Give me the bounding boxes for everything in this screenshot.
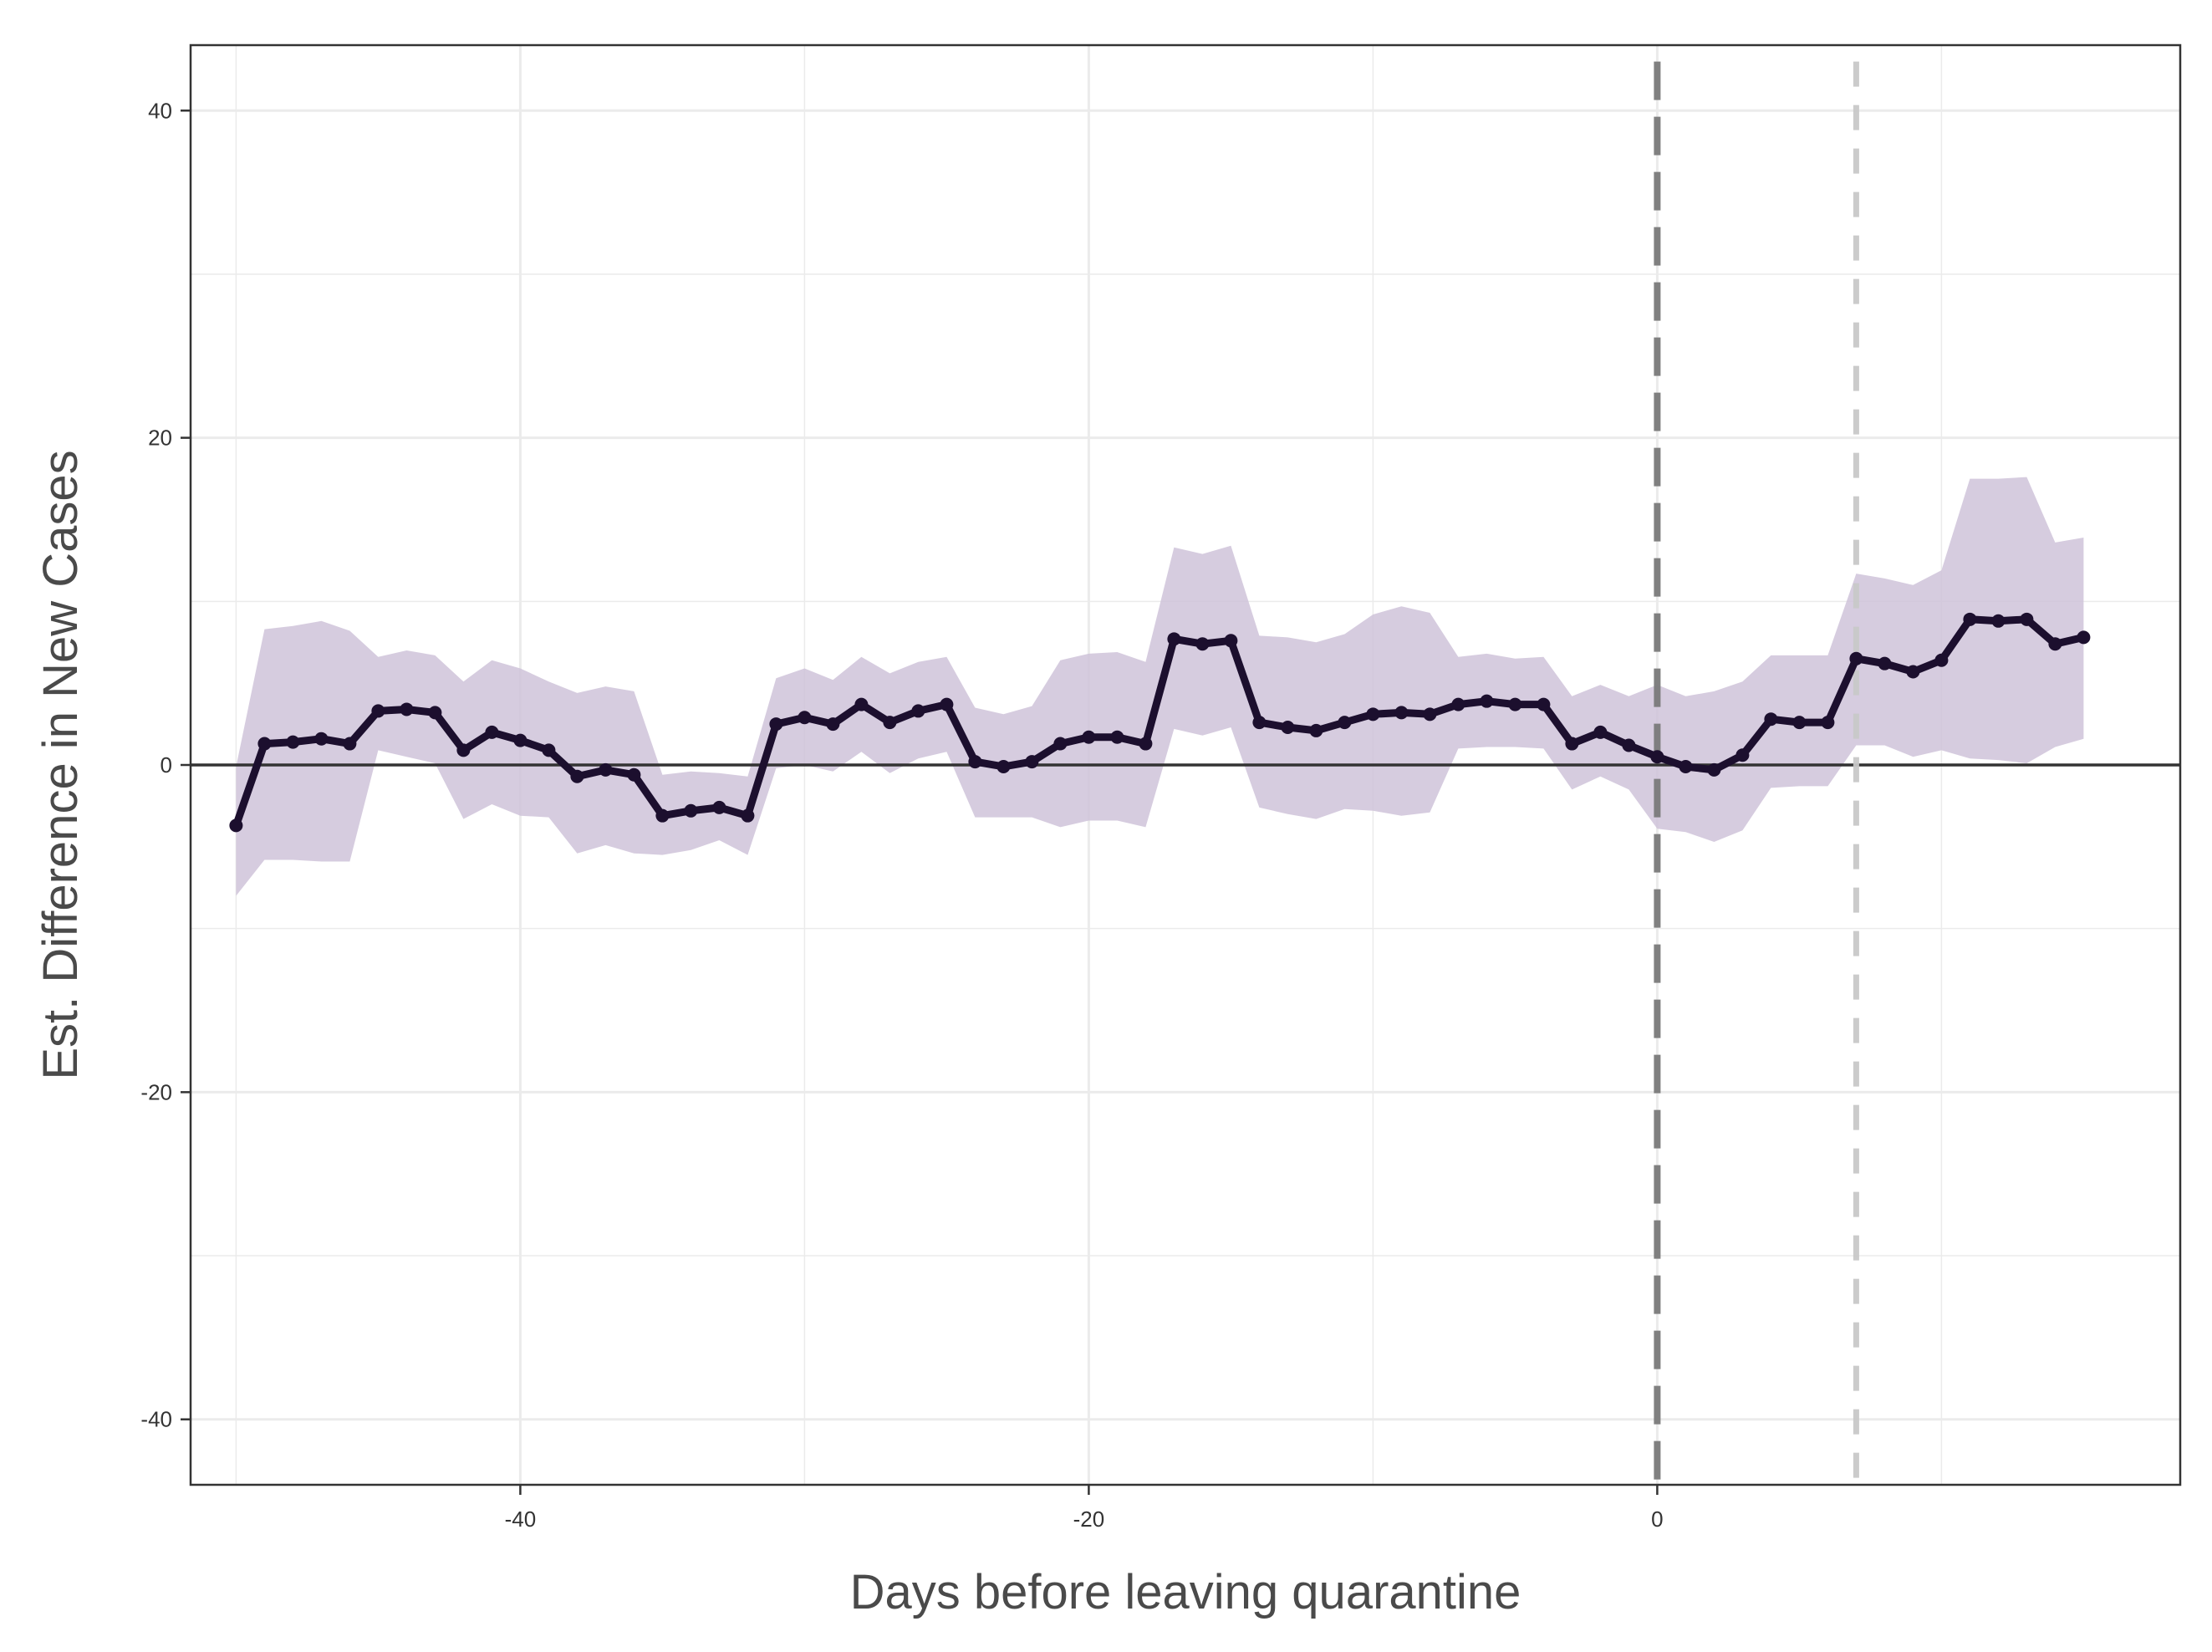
data-point — [343, 737, 357, 751]
x-axis-tick-labels: -40 -20 0 — [505, 1507, 1664, 1532]
data-point — [599, 762, 613, 777]
y-tick-label: 40 — [148, 98, 172, 123]
data-point — [1963, 612, 1977, 626]
data-point — [1252, 716, 1267, 730]
data-point — [741, 808, 755, 823]
data-point — [2077, 630, 2091, 645]
data-point — [1735, 748, 1750, 762]
data-point — [1110, 730, 1124, 744]
data-point — [2048, 637, 2062, 651]
data-point — [428, 706, 442, 720]
data-point — [1537, 697, 1551, 711]
data-point — [1195, 637, 1210, 651]
data-point — [1281, 720, 1295, 734]
data-point — [1480, 694, 1494, 708]
data-point — [1338, 716, 1352, 730]
data-point — [1792, 716, 1807, 730]
y-axis-tick-labels: -40 -20 0 20 40 — [140, 98, 172, 1431]
data-point — [1423, 707, 1437, 721]
data-point — [911, 704, 925, 718]
data-point — [996, 759, 1011, 773]
data-point — [1991, 614, 2006, 628]
data-point — [769, 717, 783, 732]
axis-ticks — [181, 110, 1659, 1495]
data-point — [1167, 632, 1181, 646]
data-point — [1139, 737, 1153, 751]
data-point — [1508, 697, 1522, 711]
y-tick-label: -40 — [140, 1407, 172, 1432]
data-point — [314, 732, 329, 746]
x-tick-label: -20 — [1073, 1507, 1105, 1532]
data-point — [712, 800, 726, 814]
y-tick-label: -20 — [140, 1079, 172, 1104]
data-point — [1934, 653, 1949, 667]
data-point — [485, 725, 499, 739]
data-point — [883, 716, 897, 730]
data-point — [1764, 712, 1778, 727]
data-point — [513, 733, 528, 747]
y-tick-label: 0 — [161, 752, 172, 778]
x-axis-title: Days before leaving quarantine — [850, 1565, 1521, 1619]
data-point — [1679, 759, 1693, 773]
data-point — [1849, 651, 1863, 665]
data-point — [684, 803, 698, 818]
x-tick-label: 0 — [1651, 1507, 1663, 1532]
data-point — [286, 735, 300, 749]
data-point — [456, 743, 471, 757]
data-point — [371, 704, 385, 718]
data-points — [229, 612, 2091, 833]
data-point — [1821, 716, 1835, 730]
data-point — [826, 717, 840, 732]
x-tick-label: -40 — [505, 1507, 537, 1532]
data-point — [940, 697, 954, 711]
data-point — [570, 769, 584, 783]
data-point — [1053, 737, 1068, 751]
data-point — [400, 702, 414, 716]
data-point — [229, 818, 243, 833]
reference-lines — [191, 61, 2180, 1485]
data-point — [798, 711, 812, 725]
data-point — [1622, 738, 1636, 752]
data-point — [1224, 634, 1238, 648]
data-point — [1082, 730, 1096, 744]
data-point — [1906, 665, 1920, 679]
data-point — [1394, 706, 1409, 720]
data-point — [854, 697, 869, 711]
data-point — [1451, 697, 1465, 711]
data-point — [1309, 723, 1323, 737]
data-point — [1366, 707, 1380, 721]
y-axis-title: Est. Difference in New Cases — [33, 450, 88, 1079]
data-point — [542, 743, 556, 757]
data-point — [1025, 755, 1039, 769]
data-point — [1565, 737, 1579, 751]
data-point — [257, 737, 272, 751]
data-point — [1593, 725, 1608, 739]
y-tick-label: 20 — [148, 426, 172, 451]
data-point — [1707, 762, 1721, 777]
data-point — [655, 808, 670, 823]
data-point — [1878, 656, 1892, 670]
data-point — [627, 767, 641, 782]
data-point — [1650, 750, 1664, 764]
data-point — [2020, 612, 2034, 626]
data-point — [968, 755, 982, 769]
